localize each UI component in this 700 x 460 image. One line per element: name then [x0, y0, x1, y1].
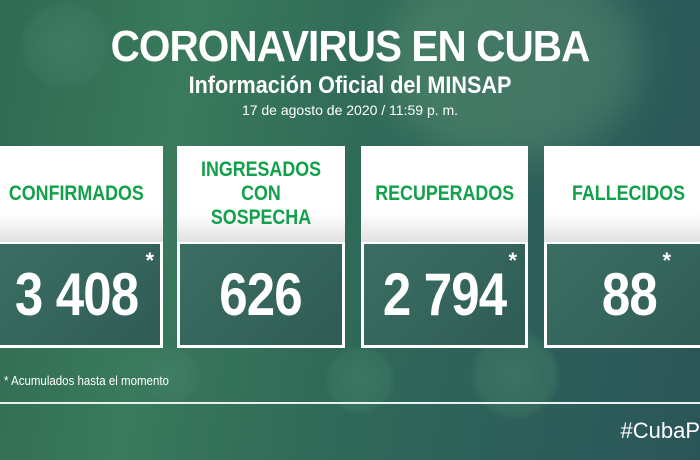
card-value: 88: [601, 261, 657, 328]
card-header: CONFIRMADOS: [0, 146, 163, 242]
card-header: RECUPERADOS: [361, 146, 528, 242]
card-confirmados: CONFIRMADOS 3 408 *: [0, 146, 163, 348]
card-value: 2 794: [382, 261, 507, 328]
card-value-panel: 2 794 *: [364, 244, 525, 345]
asterisk-icon: *: [145, 248, 154, 273]
virus-decoration: [325, 345, 395, 415]
card-label: CONFIRMADOS: [9, 182, 144, 205]
card-recuperados: RECUPERADOS 2 794 *: [361, 146, 528, 348]
card-value: 3 408: [14, 261, 139, 328]
card-label: INGRESADOS CON SOSPECHA: [200, 158, 322, 229]
card-ingresados: INGRESADOS CON SOSPECHA 626: [177, 146, 345, 348]
card-fallecidos: FALLECIDOS 88 *: [544, 146, 700, 348]
card-value: 626: [219, 261, 303, 328]
page-title: CORONAVIRUS EN CUBA: [110, 22, 591, 71]
divider: [0, 402, 700, 404]
background-glow: [380, 0, 640, 160]
card-value-panel: 88 *: [547, 244, 700, 345]
card-value-panel: 626: [180, 244, 342, 345]
page-subtitle: Información Oficial del MINSAP: [188, 72, 512, 99]
card-label: FALLECIDOS: [572, 182, 686, 205]
card-value-panel: 3 408 *: [0, 244, 160, 345]
card-header: INGRESADOS CON SOSPECHA: [177, 146, 345, 242]
asterisk-icon: *: [508, 248, 517, 273]
footnote: * Acumulados hasta el momento: [4, 374, 169, 388]
report-date: 17 de agosto de 2020 / 11:59 p. m.: [241, 102, 459, 118]
card-header: FALLECIDOS: [544, 146, 700, 242]
card-label: RECUPERADOS: [375, 182, 514, 205]
virus-decoration: [20, 0, 110, 90]
asterisk-icon: *: [662, 248, 671, 273]
hashtag: #CubaP: [620, 418, 700, 443]
virus-decoration: [140, 345, 200, 405]
